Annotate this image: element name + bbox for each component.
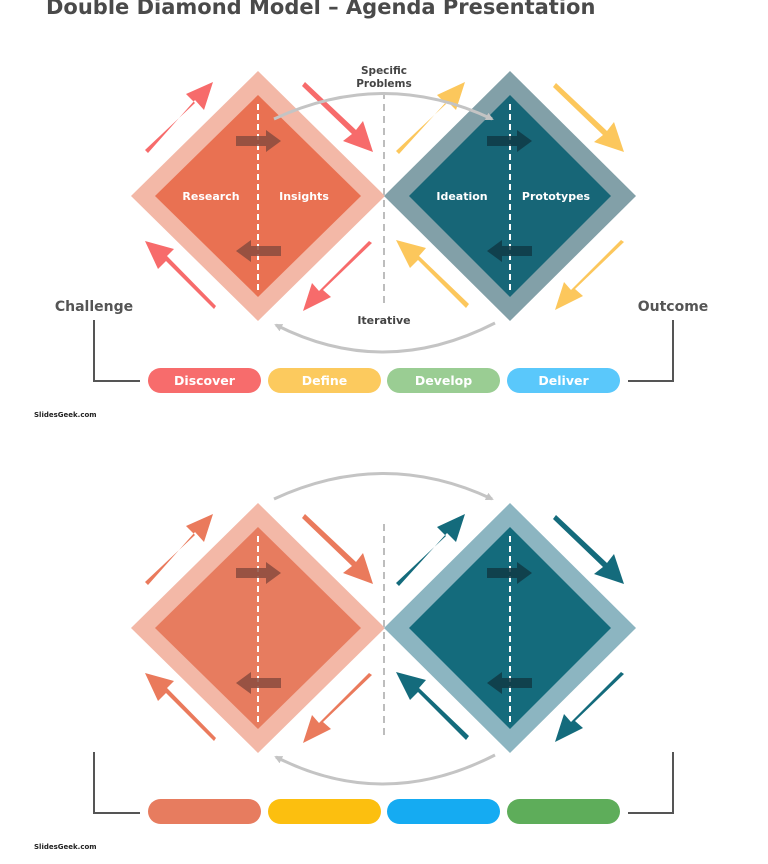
left-diagonal-arrows [145,514,373,743]
left-bracket [93,752,140,814]
pill-develop [387,368,500,393]
arrow-down-right [302,514,373,584]
arrow-up-left [145,241,216,309]
arrow-down-left [303,241,372,311]
top-curve-arrow [273,472,494,501]
arrow-down-left [555,672,624,742]
pill-define [268,368,381,393]
prototypes-label: Prototypes [522,190,591,203]
pill-discover-label: Discover [174,373,236,388]
right-forward-arrow [487,130,532,152]
left-bracket [93,320,140,382]
top-diagram: Specific Problems Iterative Challenge Out… [55,65,708,393]
right-bracket [628,320,674,382]
center-top-label: Specific Problems [356,65,412,90]
arrow-down-left [555,240,624,310]
research-label: Research [182,190,239,203]
arrow-up-left [145,673,216,741]
right-bracket [628,752,674,814]
center-bottom-label: Iterative [357,314,410,327]
left-back-arrow [236,240,281,262]
pill-deliver-label: Deliver [538,373,589,388]
arrow-up-right [396,514,465,586]
pill-4 [507,799,620,824]
phase-pills [148,799,620,824]
right-diagonal-arrows [396,514,624,742]
arrow-up-right [145,82,213,153]
left-forward-arrow [236,562,281,584]
pill-discover [148,368,261,393]
arrow-down-left [303,673,372,743]
right-diagonal-arrows [396,82,624,310]
arrow-up-right [145,514,213,585]
top-curve-arrow [273,92,494,121]
right-back-arrow [487,240,532,262]
pill-define-label: Define [302,373,348,388]
arrow-down-right [553,83,624,152]
arrow-down-right [553,515,624,584]
phase-pills: Discover Define Develop Deliver [148,368,620,393]
pill-2 [268,799,381,824]
bottom-curve-arrow [274,321,496,354]
pill-3 [387,799,500,824]
challenge-label: Challenge [55,299,133,315]
outcome-label: Outcome [638,299,709,315]
footer-brand-top: SlidesGeek.com [34,411,97,419]
footer-brand-bottom: SlidesGeek.com [34,843,97,851]
bottom-diagram [93,472,674,824]
left-forward-arrow [236,130,281,152]
right-back-arrow [487,672,532,694]
bottom-curve-arrow [274,753,496,786]
insights-label: Insights [279,190,329,203]
ideation-label: Ideation [436,190,487,203]
arrow-down-right [302,82,373,152]
arrow-up-right [396,82,465,154]
pill-1 [148,799,261,824]
left-back-arrow [236,672,281,694]
right-forward-arrow [487,562,532,584]
arrow-up-left [396,240,469,308]
pill-develop-label: Develop [415,373,472,388]
page-title: Double Diamond Model – Agenda Presentati… [46,0,596,19]
left-diagonal-arrows [145,82,373,311]
pill-deliver [507,368,620,393]
arrow-up-left [396,672,469,740]
